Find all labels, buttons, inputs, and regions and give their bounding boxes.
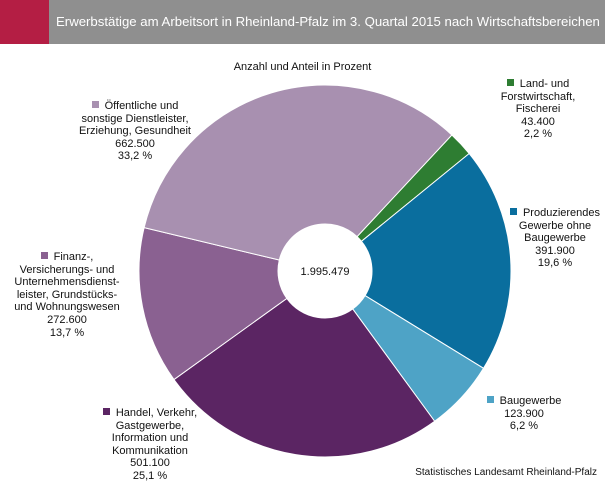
slice-label-name-line: Gewerbe ohne: [518, 219, 592, 232]
slice-label-name-line: Handel, Verkehr,: [90, 407, 210, 420]
slice-label-name-line: Finanz-,: [0, 251, 134, 264]
legend-marker-icon: [509, 208, 517, 215]
slice-label-6: Öffentliche und sonstige Dienstleister, Er…: [60, 100, 210, 163]
slice-label-value: 272.600: [47, 313, 87, 326]
slice-label-4: Handel, Verkehr, Gastgewerbe, Information …: [90, 407, 210, 483]
slice-label-name-line: Versicherungs- und: [19, 263, 115, 276]
slice-label-name-line: sonstige Dienstleister,: [81, 112, 189, 125]
slice-label-name-line: Baugewerbe: [474, 395, 574, 408]
legend-marker-icon: [506, 79, 514, 86]
pie-slice-6: [143, 84, 453, 261]
legend-marker-icon: [91, 101, 99, 108]
center-total-label: 1.995.479: [301, 266, 350, 278]
slice-label-name-line: und Wohnungswesen: [14, 301, 120, 314]
slice-label-value: 123.900: [504, 407, 544, 420]
legend-marker-icon: [486, 396, 494, 403]
slice-label-percent: 33,2 %: [117, 150, 153, 163]
slice-label-5: Finanz-, Versicherungs- und Unternehmensdi…: [0, 251, 134, 339]
pie-slice-5: [138, 227, 288, 381]
slice-label-percent: 25,1 %: [132, 469, 168, 482]
slice-label-percent: 13,7 %: [49, 326, 85, 339]
slice-label-name-line: Unternehmensdienst-: [14, 276, 120, 289]
pie-slice-2: [360, 152, 512, 369]
slice-label-value: 43.400: [521, 115, 555, 128]
slice-label-name-line: Fischerei: [515, 103, 561, 116]
slice-label-1: Land- und Forstwirtschaft, Fischerei 43.400…: [478, 78, 598, 141]
chart-header: Erwerbstätige am Arbeitsort in Rheinland…: [0, 0, 605, 44]
legend-marker-icon: [102, 408, 110, 415]
slice-label-percent: 2,2 %: [523, 128, 553, 141]
slice-label-percent: 19,6 %: [537, 257, 573, 270]
slice-label-name-line: Baugewerbe: [524, 232, 586, 245]
legend-marker-icon: [40, 252, 48, 259]
slice-label-value: 501.100: [130, 457, 170, 470]
slice-label-name-line: Erziehung, Gesundheit: [79, 125, 191, 138]
slice-label-name-line: Forstwirtschaft,: [500, 90, 576, 103]
slice-label-name-line: Öffentliche und: [60, 100, 210, 113]
slice-label-name-line: Information und: [111, 432, 189, 445]
slice-label-name-line: Kommunikation: [112, 444, 188, 457]
slice-label-value: 391.900: [535, 244, 575, 257]
slice-label-name-line: Land- und: [478, 78, 598, 91]
slice-label-name-line: leister, Grundstücks-: [16, 288, 118, 301]
slice-label-3: Baugewerbe 123.900 6,2 %: [474, 395, 574, 433]
source-note: Statistisches Landesamt Rheinland-Pfalz: [415, 467, 597, 478]
slice-label-value: 662.500: [115, 137, 155, 150]
chart-subtitle: Anzahl und Anteil in Prozent: [233, 61, 372, 73]
chart-title: Erwerbstätige am Arbeitsort in Rheinland…: [49, 0, 605, 44]
slice-label-name-line: Produzierendes: [508, 207, 602, 220]
slice-label-2: Produzierendes Gewerbe ohne Baugewerbe 391.…: [508, 207, 602, 270]
slice-label-name-line: Gastgewerbe,: [115, 419, 185, 432]
slice-label-percent: 6,2 %: [509, 420, 539, 433]
header-accent-block: [0, 0, 49, 44]
pie-slice-4: [173, 297, 436, 458]
